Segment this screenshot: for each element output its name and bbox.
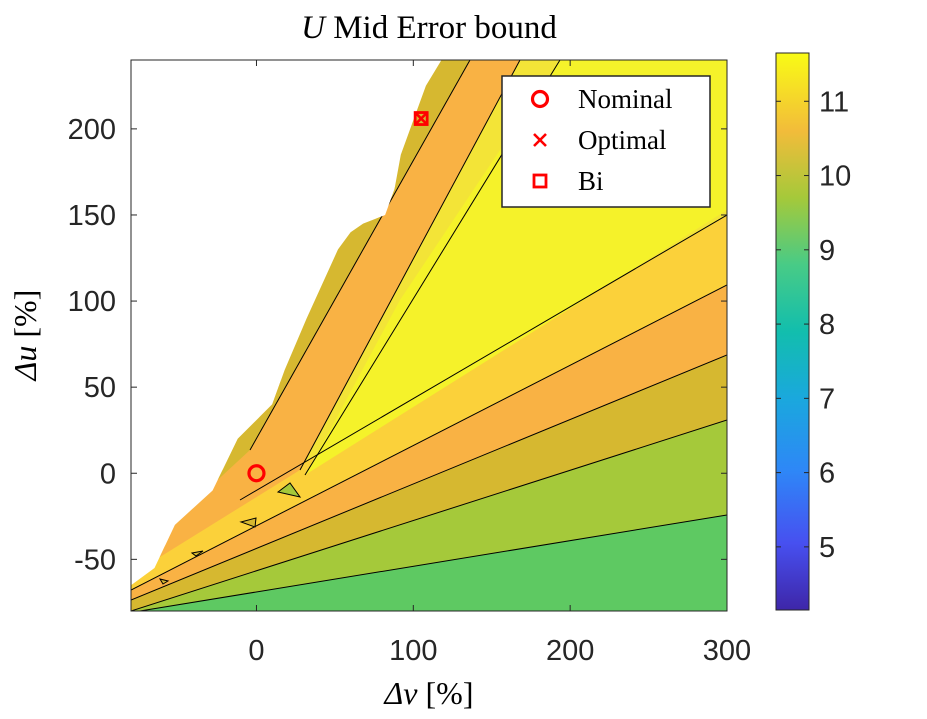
ridge-contour-3 xyxy=(190,550,204,557)
band-10.2 xyxy=(131,355,727,611)
band-upper-10.5 xyxy=(131,60,520,575)
ridge-contour-4 xyxy=(158,578,170,585)
y-axis: -50 0 50 100 150 200 xyxy=(68,114,727,576)
band-upper-7 xyxy=(131,60,300,320)
marker-optimal xyxy=(414,111,429,126)
x-tick-label: 100 xyxy=(389,635,437,667)
colorbar-gradient xyxy=(775,52,810,611)
legend-marker-optimal xyxy=(533,133,547,147)
legend-marker-bi xyxy=(532,173,548,189)
ridge-contour-2 xyxy=(239,517,257,528)
y-tick-label: 150 xyxy=(68,200,116,232)
y-axis-label: Δu [%] xyxy=(7,290,43,383)
colorbar-tick-label: 10 xyxy=(819,161,851,193)
colorbar-tick-label: 8 xyxy=(819,309,835,341)
y-tick-label: 100 xyxy=(68,286,116,318)
x-axis-label: Δν [%] xyxy=(383,675,474,711)
band-10.5 xyxy=(131,285,727,600)
colorbar-tick-label: 9 xyxy=(819,235,835,267)
colorbar-tick-label: 6 xyxy=(819,458,835,490)
colorbar-tick-label: 5 xyxy=(819,532,835,564)
chart-title: U Mid Error bound xyxy=(301,10,557,46)
y-tick-label: 50 xyxy=(84,372,116,404)
legend-marker-optimal-stroke-b xyxy=(533,133,547,147)
x-tick-label: 0 xyxy=(248,635,264,667)
legend-label-nominal: Nominal xyxy=(578,84,673,114)
plot-border xyxy=(130,59,728,612)
legend-label-optimal: Optimal xyxy=(578,125,667,155)
y-tick-label: -50 xyxy=(74,544,116,576)
x-tick-label: 300 xyxy=(703,635,751,667)
marker-bi xyxy=(413,111,429,126)
marker-nominal xyxy=(247,464,266,483)
band-9.4 xyxy=(131,480,727,611)
ridge-contour-1 xyxy=(276,482,302,498)
colorbar-tick-label: 11 xyxy=(819,86,849,118)
legend: Nominal Optimal Bi xyxy=(501,75,711,208)
legend-marker-nominal xyxy=(530,89,550,109)
colorbar: 5 6 7 8 9 10 11 xyxy=(775,52,851,611)
markers xyxy=(247,111,429,483)
y-tick-label: 200 xyxy=(68,114,116,146)
marker-optimal-stroke-b xyxy=(414,111,429,126)
x-tick-label: 200 xyxy=(546,635,594,667)
y-tick-label: 0 xyxy=(100,458,116,490)
legend-label-bi: Bi xyxy=(578,166,604,196)
colorbar-tick-label: 7 xyxy=(819,383,835,415)
x-axis: 0 100 200 300 xyxy=(248,60,751,667)
